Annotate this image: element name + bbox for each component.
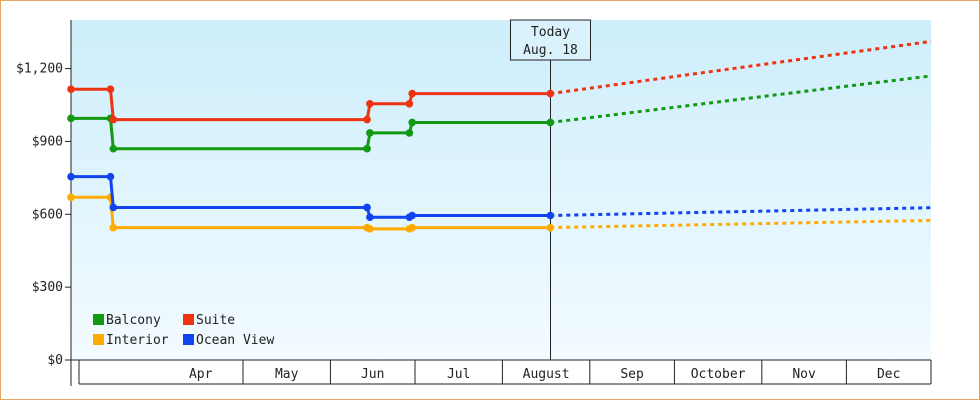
interior-legend-swatch: [93, 334, 104, 345]
ocean-view-legend-label: Ocean View: [196, 333, 274, 348]
x-tick-label: Dec: [877, 367, 900, 382]
balcony-point: [67, 114, 75, 123]
balcony-point: [363, 144, 371, 153]
suite-forecast-line: [550, 39, 932, 96]
suite-point: [366, 99, 374, 108]
x-tick-label: Jun: [361, 367, 384, 382]
suite-point: [405, 99, 414, 108]
interior-point: [408, 223, 416, 232]
balcony-legend-swatch: [93, 314, 104, 325]
legend: Balcony Suite Interior Ocean View: [93, 313, 274, 348]
x-tick-label: August: [523, 367, 570, 382]
ocean-view-point: [408, 211, 416, 220]
balcony-point: [366, 129, 374, 137]
y-axis: $0 $300 $600 $900 $1,200: [16, 20, 72, 386]
ocean-view-point: [106, 172, 115, 181]
suite-point: [408, 89, 416, 98]
x-tick-label: Sep: [620, 367, 644, 382]
suite-point: [546, 89, 555, 98]
balcony-point: [408, 118, 416, 127]
ocean-view-point: [109, 203, 118, 212]
ocean-view-point: [67, 172, 75, 181]
balcony-point: [405, 129, 414, 137]
today-box: [510, 19, 591, 61]
ocean-view-point: [546, 211, 555, 220]
y-tick-label: $0: [47, 353, 63, 368]
y-tick-label: $900: [32, 134, 63, 149]
x-tick-label: October: [691, 367, 746, 382]
today-label: Today: [531, 25, 570, 40]
series-layer: [67, 39, 932, 233]
suite-point: [109, 115, 118, 124]
interior-point: [67, 193, 75, 202]
x-tick-label: May: [275, 367, 299, 382]
ocean-view-point: [363, 203, 371, 212]
x-tick-label: Apr: [189, 367, 213, 382]
balcony-point: [546, 118, 555, 127]
suite-point: [106, 85, 115, 94]
ocean-view-legend-swatch: [183, 334, 194, 345]
x-tick-label: Jul: [447, 367, 470, 382]
interior-point: [109, 223, 118, 232]
suite-legend-swatch: [183, 314, 194, 325]
interior-point: [546, 223, 555, 232]
today-marker: Today Aug. 18: [510, 19, 591, 360]
y-tick-label: $1,200: [16, 62, 63, 77]
suite-point: [363, 115, 371, 124]
today-date-label: Aug. 18: [523, 43, 578, 58]
suite-point: [67, 85, 75, 94]
ocean-view-point: [366, 213, 374, 221]
x-axis: Apr May Jun Jul August Sep October Nov Dec: [71, 359, 932, 385]
suite-legend-label: Suite: [196, 313, 235, 328]
x-tick-label: Nov: [792, 367, 816, 382]
interior-legend-label: Interior: [106, 333, 169, 348]
balcony-legend-label: Balcony: [106, 313, 161, 328]
plot-area: [71, 20, 931, 360]
y-tick-label: $600: [32, 207, 63, 222]
balcony-point: [109, 144, 118, 153]
y-tick-label: $300: [32, 280, 63, 295]
interior-point: [366, 225, 374, 233]
